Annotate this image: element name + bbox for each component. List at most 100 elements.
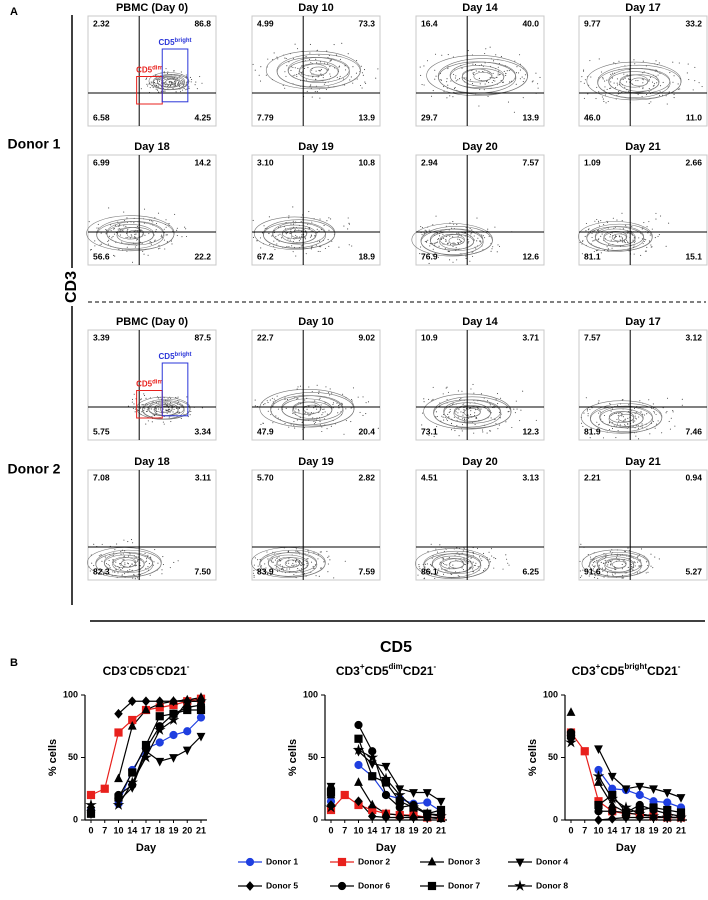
x-tick-label: 14 xyxy=(367,825,377,835)
quadrant-value: 4.99 xyxy=(257,18,274,28)
event-dot xyxy=(319,397,321,399)
event-dot xyxy=(327,556,329,558)
event-dot xyxy=(516,66,518,68)
event-dot xyxy=(182,84,184,86)
plot-frame xyxy=(578,154,708,266)
quadrant-value: 4.25 xyxy=(194,112,211,122)
event-dot xyxy=(488,411,490,413)
event-dot xyxy=(265,74,267,76)
event-dot xyxy=(665,245,667,247)
event-dot xyxy=(470,407,472,409)
event-dot xyxy=(635,425,637,427)
event-dot xyxy=(141,404,143,406)
event-dot xyxy=(149,408,151,410)
event-dot xyxy=(173,408,175,410)
event-dot xyxy=(367,401,370,403)
event-dot xyxy=(155,222,158,225)
y-tick-label: 50 xyxy=(308,752,318,762)
event-dot xyxy=(177,396,179,398)
event-dot xyxy=(333,577,335,579)
event-dot xyxy=(625,242,627,244)
marker xyxy=(368,772,377,781)
event-dot xyxy=(291,564,293,566)
quadrant-value: 76.9 xyxy=(421,251,438,261)
event-dot xyxy=(436,242,438,244)
event-dot xyxy=(108,559,110,562)
quadrant-value: 2.66 xyxy=(685,157,702,167)
event-dot xyxy=(162,564,165,566)
event-dot xyxy=(332,403,334,406)
event-dot xyxy=(311,246,313,248)
event-dot xyxy=(163,423,165,425)
event-dot xyxy=(648,240,650,242)
event-dot xyxy=(153,561,155,563)
event-dot xyxy=(307,223,309,225)
event-dot xyxy=(308,415,310,417)
event-dot xyxy=(439,563,441,565)
event-dot xyxy=(154,82,156,84)
event-dot xyxy=(143,253,145,255)
event-dot xyxy=(155,83,157,85)
event-dot xyxy=(581,243,583,245)
event-dot xyxy=(176,229,178,231)
event-dot xyxy=(330,60,332,62)
event-dot xyxy=(455,75,457,77)
event-dot xyxy=(488,235,490,237)
event-dot xyxy=(309,236,312,238)
event-dot xyxy=(166,410,168,412)
event-dot xyxy=(305,79,307,81)
title-text: CD5 xyxy=(365,664,389,678)
event-dot xyxy=(589,408,591,410)
event-dot xyxy=(254,399,256,401)
event-dot xyxy=(359,84,362,87)
event-dot xyxy=(425,230,427,232)
event-dot xyxy=(324,247,326,250)
event-dot xyxy=(270,560,272,562)
event-dot xyxy=(698,82,700,84)
x-tick-label: 18 xyxy=(395,825,405,835)
event-dot xyxy=(94,245,96,247)
contour-plot xyxy=(252,42,379,99)
event-dot xyxy=(499,417,501,419)
event-dot xyxy=(519,78,521,80)
event-dot xyxy=(634,63,636,65)
event-dot xyxy=(336,76,338,78)
event-dot xyxy=(621,212,623,214)
event-dot xyxy=(120,553,122,555)
event-dot xyxy=(597,220,600,222)
event-dot xyxy=(628,78,630,80)
event-dot xyxy=(282,568,284,570)
contour xyxy=(608,411,644,427)
event-dot xyxy=(288,558,290,560)
event-dot xyxy=(162,408,164,410)
event-dot xyxy=(438,245,440,247)
event-dot xyxy=(646,413,648,415)
marker xyxy=(169,696,178,707)
quadrant-value: 7.50 xyxy=(194,566,211,576)
event-dot xyxy=(271,397,273,399)
event-dot xyxy=(363,69,366,71)
event-dot xyxy=(661,432,663,434)
event-dot xyxy=(277,234,279,236)
event-dot xyxy=(319,424,321,426)
event-dot xyxy=(436,415,438,418)
event-dot xyxy=(132,407,134,409)
event-dot xyxy=(316,384,318,386)
event-dot xyxy=(107,240,109,243)
event-dot xyxy=(187,416,189,418)
event-dot xyxy=(605,102,607,104)
quadrant-value: 15.1 xyxy=(685,251,702,261)
event-dot xyxy=(274,248,276,251)
contour xyxy=(426,54,529,97)
event-dot xyxy=(327,63,329,65)
event-dot xyxy=(121,241,123,243)
event-dot xyxy=(468,241,470,243)
event-dot xyxy=(475,248,477,250)
event-dot xyxy=(673,75,675,77)
legend-label: Donor 4 xyxy=(536,856,568,866)
event-dot xyxy=(146,83,148,85)
marker xyxy=(127,696,137,707)
event-dot xyxy=(485,48,487,50)
event-dot xyxy=(657,420,659,422)
event-dot xyxy=(167,408,169,410)
